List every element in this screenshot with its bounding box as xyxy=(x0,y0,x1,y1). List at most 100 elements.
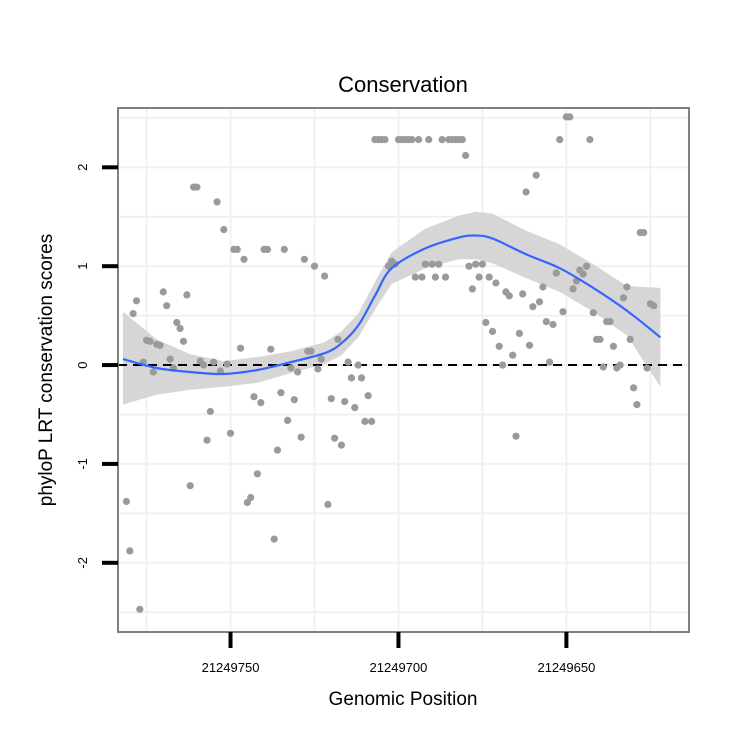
data-point xyxy=(525,341,534,349)
data-point xyxy=(220,226,228,234)
y-tick-label: -1 xyxy=(75,458,90,470)
data-point xyxy=(307,347,315,355)
data-point xyxy=(505,292,513,300)
data-point xyxy=(546,358,554,366)
x-tick-label: 21249650 xyxy=(537,660,595,675)
data-point xyxy=(606,318,614,326)
data-point xyxy=(415,136,423,144)
data-point xyxy=(512,432,520,440)
data-point xyxy=(381,136,389,144)
confidence-band-area xyxy=(123,211,661,405)
data-point xyxy=(633,401,641,409)
data-point xyxy=(233,245,241,253)
data-point xyxy=(438,136,446,144)
data-point xyxy=(408,136,416,144)
panel-border xyxy=(117,107,690,633)
data-point xyxy=(183,291,191,299)
data-point xyxy=(411,273,419,281)
data-point xyxy=(277,389,285,397)
data-point xyxy=(334,335,342,343)
data-point xyxy=(324,500,332,509)
data-point xyxy=(515,329,524,337)
data-point xyxy=(193,183,201,191)
data-point xyxy=(163,302,171,310)
data-points xyxy=(122,113,658,613)
data-point xyxy=(643,364,651,372)
data-point xyxy=(240,255,248,263)
data-point xyxy=(542,318,550,326)
data-point xyxy=(556,136,564,144)
data-point xyxy=(280,245,288,253)
data-point xyxy=(357,374,366,382)
y-tick-label: -2 xyxy=(75,557,90,569)
data-point xyxy=(368,417,376,425)
data-point xyxy=(203,436,211,444)
data-point xyxy=(263,245,272,253)
data-point xyxy=(583,262,591,270)
data-point xyxy=(589,309,597,317)
data-point xyxy=(300,255,308,263)
data-point xyxy=(216,367,224,375)
data-point xyxy=(149,368,157,376)
data-point xyxy=(126,547,134,555)
data-point xyxy=(361,417,369,425)
data-point xyxy=(475,273,483,281)
data-point xyxy=(186,482,194,490)
data-point xyxy=(529,303,537,311)
data-point xyxy=(250,393,258,401)
data-point xyxy=(609,342,618,350)
data-point xyxy=(418,273,426,281)
data-point xyxy=(566,113,574,121)
data-point xyxy=(136,605,144,613)
chart-title: Conservation xyxy=(338,72,468,97)
data-point xyxy=(616,361,624,369)
data-point xyxy=(421,260,429,268)
data-point xyxy=(270,535,278,543)
data-point xyxy=(495,342,503,350)
data-point xyxy=(344,358,352,366)
data-point xyxy=(267,345,275,353)
data-point xyxy=(247,493,255,502)
data-point xyxy=(314,365,322,373)
data-point xyxy=(226,429,235,437)
data-point xyxy=(213,198,221,206)
data-point xyxy=(458,136,466,144)
y-tick-label: 2 xyxy=(75,164,90,171)
data-point xyxy=(146,337,154,345)
data-point xyxy=(156,341,164,349)
x-axis-ticks: 21249750 21249700 21249650 xyxy=(202,632,595,675)
data-point xyxy=(253,470,261,478)
data-point xyxy=(492,279,500,287)
data-point xyxy=(623,283,631,291)
data-point xyxy=(237,344,245,352)
data-point xyxy=(223,360,231,368)
data-point xyxy=(351,404,359,412)
data-point xyxy=(173,318,181,327)
y-tick-label: 1 xyxy=(75,263,90,270)
x-axis-title: Genomic Position xyxy=(329,689,478,710)
data-point xyxy=(297,433,305,441)
smooth-curve xyxy=(122,234,662,376)
data-point xyxy=(485,273,493,281)
data-point xyxy=(200,361,208,369)
data-point xyxy=(579,270,587,278)
data-point xyxy=(462,151,470,160)
data-point xyxy=(166,355,174,363)
data-point xyxy=(310,262,319,270)
data-point xyxy=(465,262,473,270)
smooth-line xyxy=(122,234,662,376)
data-point xyxy=(327,395,335,403)
data-point xyxy=(317,355,325,363)
data-point xyxy=(586,136,594,144)
data-point xyxy=(337,441,345,449)
data-point xyxy=(122,497,130,506)
y-axis-ticks: -2 -1 0 1 2 xyxy=(75,164,118,569)
data-point xyxy=(468,285,476,293)
data-point xyxy=(435,260,443,268)
data-point xyxy=(331,434,339,442)
data-point xyxy=(257,399,265,407)
data-point xyxy=(619,294,628,302)
y-tick-label: 0 xyxy=(75,361,90,368)
data-point xyxy=(132,297,141,305)
data-point xyxy=(626,335,634,343)
